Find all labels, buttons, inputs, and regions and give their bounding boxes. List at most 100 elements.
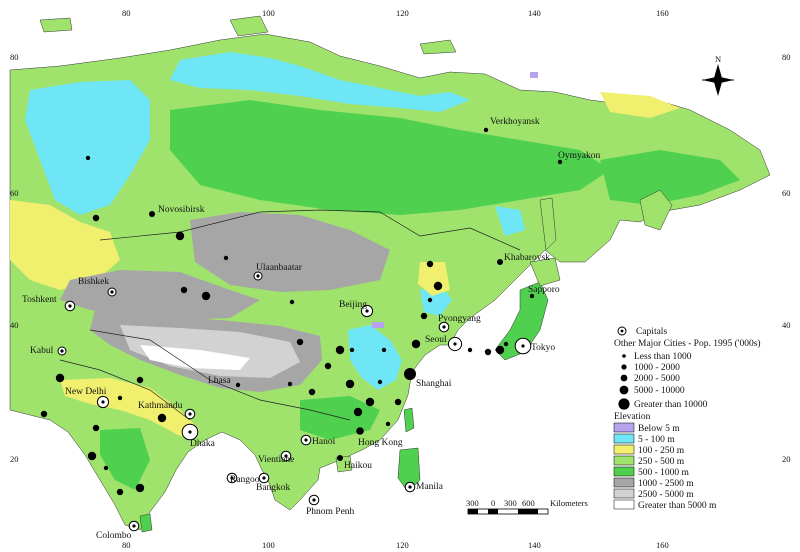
scale-tick-3: 600 xyxy=(522,498,535,508)
bottom-tick-120: 120 xyxy=(396,540,409,550)
border-russia-china xyxy=(99,209,521,251)
city-marker xyxy=(40,410,48,418)
city-marker xyxy=(55,373,65,383)
left-tick-20: 20 xyxy=(10,454,19,464)
right-tick-40: 40 xyxy=(782,320,791,330)
legend-elevation-swatch xyxy=(613,433,635,444)
border-india xyxy=(59,359,191,421)
right-tick-80: 80 xyxy=(782,52,791,62)
city-marker xyxy=(377,379,383,385)
legend-elevation-label: 1000 - 2500 m xyxy=(638,479,694,489)
city-label: Sapporo xyxy=(528,285,560,295)
india-plain xyxy=(60,378,200,436)
city-marker xyxy=(426,260,434,268)
legend: Capitals Other Major Cities - Pop. 1995 … xyxy=(613,326,761,511)
legend-elevation-swatch xyxy=(613,455,635,466)
city-marker xyxy=(484,348,492,356)
bottom-tick-80: 80 xyxy=(122,540,131,550)
city-marker xyxy=(188,430,192,434)
city-marker xyxy=(433,281,443,291)
city-label: Shanghai xyxy=(416,379,452,389)
city-marker xyxy=(262,476,266,480)
scale-bar: 300 0 300 600 Kilometers xyxy=(466,498,588,515)
new-siberian-islands xyxy=(419,39,457,55)
bohai-marsh xyxy=(372,322,384,328)
scale-tick-0: 300 xyxy=(466,498,479,508)
city-label: Colombo xyxy=(96,531,132,541)
city-marker xyxy=(356,427,364,435)
city-marker xyxy=(308,388,316,396)
north-arrow-east xyxy=(718,77,734,83)
city-marker xyxy=(60,349,64,353)
legend-elevation-label: 5 - 100 m xyxy=(638,435,675,445)
legend-elevation-swatch xyxy=(613,499,635,510)
north-china-plain xyxy=(348,325,402,390)
city-label: Beijing xyxy=(339,300,367,310)
scale-tick-2: 300 xyxy=(504,498,517,508)
city-marker xyxy=(335,345,345,355)
kamchatka xyxy=(639,189,673,231)
city-label: Verkhoyansk xyxy=(490,117,540,127)
legend-elevation-swatch xyxy=(613,444,635,455)
central-siberia-upland xyxy=(170,100,610,215)
city-marker xyxy=(324,362,332,370)
city-marker xyxy=(503,341,509,347)
city-label: New Delhi xyxy=(65,387,107,397)
legend-pop-dot-0 xyxy=(622,354,626,358)
city-label: Novosibirsk xyxy=(158,205,205,215)
city-label: Oymyakon xyxy=(558,151,600,161)
japan-hokkaido xyxy=(529,257,561,287)
north-arrow-label: N xyxy=(715,54,721,64)
city-label: Bishkek xyxy=(78,277,109,287)
scale-bar-seg-5 xyxy=(518,509,538,514)
city-marker xyxy=(87,451,97,461)
city-marker xyxy=(149,211,155,217)
legend-population-title: Other Major Cities - Pop. 1995 ('000s) xyxy=(614,338,761,349)
city-label: Khabarovsk xyxy=(504,253,550,263)
city-marker xyxy=(495,345,505,355)
borders-layer xyxy=(59,209,521,421)
top-tick-80: 80 xyxy=(122,8,131,18)
city-marker xyxy=(230,476,234,480)
kazakh-steppe xyxy=(10,200,120,290)
legend-elevation-swatch xyxy=(613,422,635,433)
arctic-coast-lowland xyxy=(170,52,470,112)
top-tick-100: 100 xyxy=(262,8,275,18)
city-marker xyxy=(557,159,563,165)
city-label: Tokyo xyxy=(531,343,555,353)
city-marker xyxy=(136,376,144,384)
city-marker xyxy=(296,338,304,346)
city-marker xyxy=(223,255,229,261)
north-arrow-west xyxy=(702,77,718,83)
city-marker xyxy=(411,339,421,349)
city-label: Toshkent xyxy=(22,295,57,305)
legend-capitals-label: Capitals xyxy=(636,327,667,337)
bay-patch xyxy=(495,206,525,236)
north-arrow-head xyxy=(714,64,722,80)
city-label: Hanoi xyxy=(312,437,336,447)
scale-tick-1: 0 xyxy=(491,498,495,508)
city-marker xyxy=(349,347,355,353)
city-marker xyxy=(529,293,535,299)
manchuria-plain xyxy=(418,262,450,296)
islands-layer xyxy=(139,189,673,533)
right-tick-20: 20 xyxy=(782,454,791,464)
japan-honshu xyxy=(494,281,549,361)
city-label: Bangkok xyxy=(256,483,291,493)
legend-pop-label-3: 5000 - 10000 xyxy=(634,386,685,396)
city-marker xyxy=(85,155,91,161)
city-marker xyxy=(188,412,192,416)
taiwan xyxy=(403,407,415,433)
city-marker xyxy=(442,325,446,329)
legend-pop-label-4: Greater than 10000 xyxy=(634,400,708,410)
right-tick-60: 60 xyxy=(782,188,791,198)
city-marker xyxy=(103,465,109,471)
city-marker xyxy=(521,344,525,348)
scale-unit: Kilometers xyxy=(550,498,588,508)
novaya-zemlya xyxy=(39,17,73,33)
city-marker xyxy=(92,424,100,432)
tarim-tian-shan xyxy=(60,270,260,320)
legend-elevation-label: 500 - 1000 m xyxy=(638,468,690,478)
city-marker xyxy=(312,498,316,502)
city-label: Manila xyxy=(416,482,444,492)
